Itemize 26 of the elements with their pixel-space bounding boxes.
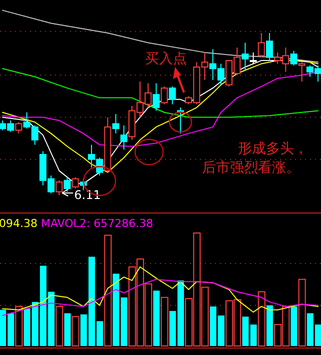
- candlestick: [242, 42, 249, 71]
- bar: [242, 316, 249, 346]
- bar: [153, 290, 160, 346]
- annotation: 6.11: [74, 188, 101, 202]
- text: MAVOL2: 657286.38: [41, 217, 154, 230]
- annotation: 后市强烈看涨。: [202, 160, 300, 176]
- bar: [56, 306, 64, 346]
- bar: [290, 306, 298, 346]
- candlestick: [112, 114, 120, 134]
- bar: [298, 278, 306, 346]
- candlestick: [298, 62, 306, 82]
- text: 094.38: [0, 217, 38, 230]
- annotation: 形成多头，: [238, 141, 308, 157]
- bar: [72, 316, 80, 346]
- bar: [160, 296, 168, 346]
- annotation: 买入点: [145, 51, 187, 67]
- bar: [15, 306, 23, 346]
- bar: [104, 234, 112, 346]
- bar: [250, 324, 257, 346]
- candlestick: [258, 32, 265, 58]
- bar: [258, 291, 266, 346]
- bar: [64, 313, 71, 346]
- candlestick: [104, 116, 112, 173]
- candlestick: [152, 82, 160, 112]
- candlestick: [120, 124, 128, 150]
- bar: [266, 305, 273, 346]
